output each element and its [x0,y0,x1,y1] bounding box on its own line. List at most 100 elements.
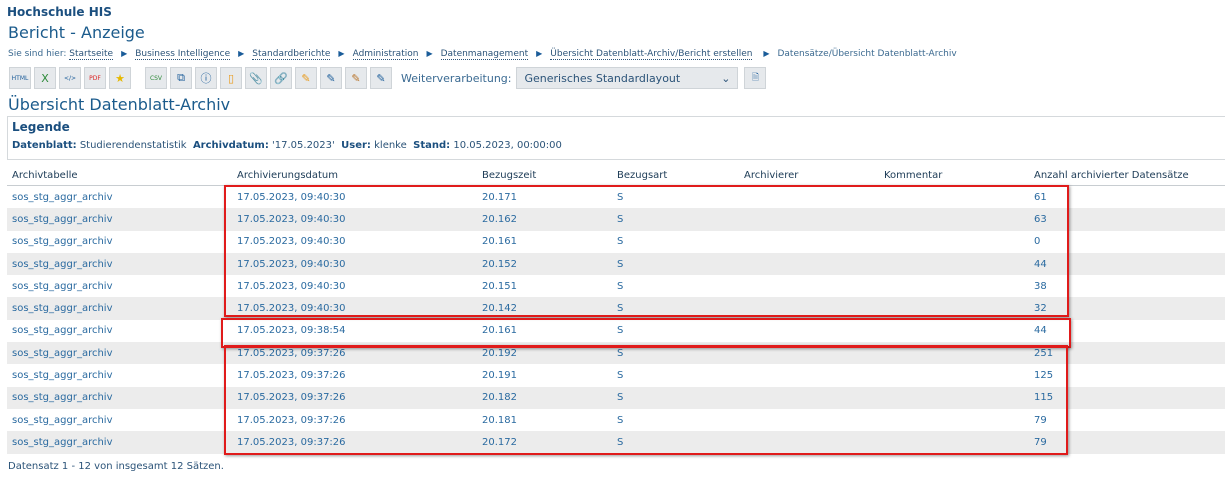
table-row[interactable]: sos_stg_aggr_archiv 17.05.2023, 09:40:30 2… [7,186,1225,209]
table-cell[interactable]: 17.05.2023, 09:40:30 [237,280,346,292]
copy-button[interactable]: ⧉ [170,67,192,89]
excel-export-button[interactable]: X [34,67,56,89]
breadcrumb-link[interactable]: Standardberichte [252,49,331,60]
breadcrumb-link[interactable]: Übersicht Datenblatt-Archiv/Bericht erst… [550,49,753,60]
table-cell[interactable]: 20.181 [482,414,517,426]
edit-export-button[interactable]: ✎ [370,67,392,89]
table-cell[interactable]: 17.05.2023, 09:40:30 [237,236,346,248]
column-header[interactable]: Anzahl archivierter Datensätze [1029,165,1225,186]
table-row[interactable]: sos_stg_aggr_archiv 17.05.2023, 09:37:26 2… [7,342,1225,365]
breadcrumb-link[interactable]: Startseite [69,49,114,60]
table-cell[interactable]: 17.05.2023, 09:37:26 [237,414,346,426]
table-cell[interactable]: S [612,252,739,276]
table-cell[interactable]: 20.151 [482,280,517,292]
table-cell[interactable]: S [617,191,624,203]
table-cell[interactable]: sos_stg_aggr_archiv [7,297,232,320]
table-cell[interactable]: 61 [1034,191,1047,203]
column-header[interactable]: Bezugszeit [477,165,612,186]
breadcrumb-link[interactable]: Business Intelligence [135,49,231,60]
breadcrumb-link[interactable]: Administration [352,49,419,60]
table-cell[interactable]: sos_stg_aggr_archiv [12,191,113,203]
table-cell[interactable]: sos_stg_aggr_archiv [12,236,113,248]
table-row[interactable]: sos_stg_aggr_archiv 17.05.2023, 09:40:30 2… [7,275,1225,297]
edit-folder-button[interactable]: ✎ [345,67,367,89]
table-cell[interactable]: 44 [1029,252,1225,276]
column-header[interactable]: Archivierungsdatum [232,165,477,186]
column-header[interactable]: Archivtabelle [7,165,232,186]
table-cell[interactable]: 125 [1034,370,1054,382]
apply-layout-button[interactable]: 🗎 [744,67,767,89]
table-cell[interactable]: sos_stg_aggr_archiv [7,386,232,409]
chevron-right-icon: ▶ [763,49,770,58]
table-cell[interactable]: sos_stg_aggr_archiv [7,431,232,454]
table-cell[interactable]: 38 [1034,280,1047,292]
table-cell[interactable]: sos_stg_aggr_archiv [12,370,113,382]
table-cell[interactable]: 20.172 [477,431,612,454]
link-button[interactable]: 🔗 [270,67,292,89]
table-cell[interactable]: 20.182 [477,386,612,409]
edit-report-button[interactable]: ✎ [295,67,317,89]
table-cell[interactable]: 32 [1029,297,1225,320]
table-row[interactable]: sos_stg_aggr_archiv 17.05.2023, 09:38:54 2… [7,320,1225,342]
table-row[interactable]: sos_stg_aggr_archiv 17.05.2023, 09:37:26 2… [7,386,1225,409]
breadcrumb-link[interactable]: Datenmanagement [440,49,529,60]
table-cell[interactable]: 17.05.2023, 09:38:54 [237,325,346,337]
table-cell[interactable]: sos_stg_aggr_archiv [12,414,113,426]
table-cell[interactable]: 20.171 [482,191,517,203]
table-cell[interactable]: S [612,431,739,454]
table-cell[interactable]: S [612,297,739,320]
attachment-button[interactable]: 📎 [245,67,267,89]
table-cell[interactable]: S [617,280,624,292]
table-cell[interactable]: sos_stg_aggr_archiv [7,252,232,276]
table-row[interactable]: sos_stg_aggr_archiv 17.05.2023, 09:40:30 2… [7,297,1225,320]
table-row[interactable]: sos_stg_aggr_archiv 17.05.2023, 09:40:30 2… [7,252,1225,276]
table-cell[interactable]: 44 [1034,325,1047,337]
table-row[interactable]: sos_stg_aggr_archiv 17.05.2023, 09:37:26 2… [7,409,1225,431]
table-cell[interactable]: S [617,236,624,248]
table-cell[interactable]: 20.161 [482,236,517,248]
table-row[interactable]: sos_stg_aggr_archiv 17.05.2023, 09:40:30 2… [7,231,1225,253]
table-cell[interactable]: 17.05.2023, 09:40:30 [237,191,346,203]
table-cell[interactable]: sos_stg_aggr_archiv [7,342,232,365]
table-cell[interactable]: 0 [1034,236,1041,248]
table-cell[interactable]: sos_stg_aggr_archiv [7,208,232,231]
table-row[interactable]: sos_stg_aggr_archiv 17.05.2023, 09:37:26 2… [7,431,1225,454]
html-export-button[interactable]: HTML [9,67,31,89]
table-cell[interactable]: 17.05.2023, 09:40:30 [232,252,477,276]
table-cell[interactable]: 79 [1029,431,1225,454]
table-cell[interactable]: 17.05.2023, 09:37:26 [232,386,477,409]
info-button[interactable]: ⓘ [195,67,217,89]
table-row[interactable]: sos_stg_aggr_archiv 17.05.2023, 09:40:30 2… [7,208,1225,231]
table-cell[interactable]: 63 [1029,208,1225,231]
layout-select[interactable]: Generisches Standardlayout ⌄ [516,67,739,89]
csv-export-button[interactable]: CSV [145,67,167,89]
table-cell[interactable]: 17.05.2023, 09:40:30 [232,297,477,320]
table-cell[interactable]: 17.05.2023, 09:37:26 [232,431,477,454]
table-cell[interactable]: S [617,414,624,426]
table-cell[interactable]: 79 [1034,414,1047,426]
table-cell[interactable]: 17.05.2023, 09:40:30 [232,208,477,231]
pdf-export-button[interactable]: PDF [84,67,106,89]
table-cell[interactable]: 20.152 [477,252,612,276]
table-cell[interactable]: S [612,386,739,409]
table-cell[interactable]: S [612,208,739,231]
column-header[interactable]: Kommentar [879,165,1029,186]
table-cell[interactable]: sos_stg_aggr_archiv [12,280,113,292]
column-header[interactable]: Archivierer [739,165,879,186]
column-header[interactable]: Bezugsart [612,165,739,186]
table-cell[interactable]: 20.191 [482,370,517,382]
bookmark-button[interactable]: ▯ [220,67,242,89]
table-cell[interactable]: 115 [1029,386,1225,409]
table-cell[interactable]: sos_stg_aggr_archiv [12,325,113,337]
table-cell[interactable]: S [617,370,624,382]
edit-layout-button[interactable]: ✎ [320,67,342,89]
xml-export-button[interactable]: </> [59,67,81,89]
table-cell[interactable]: 251 [1029,342,1225,365]
table-cell[interactable]: 20.161 [482,325,517,337]
table-cell[interactable]: 20.162 [477,208,612,231]
table-cell[interactable]: S [617,325,624,337]
table-cell[interactable]: 20.142 [477,297,612,320]
table-cell[interactable]: 17.05.2023, 09:37:26 [237,370,346,382]
favorite-button[interactable]: ★ [109,67,131,89]
table-row[interactable]: sos_stg_aggr_archiv 17.05.2023, 09:37:26 2… [7,364,1225,386]
